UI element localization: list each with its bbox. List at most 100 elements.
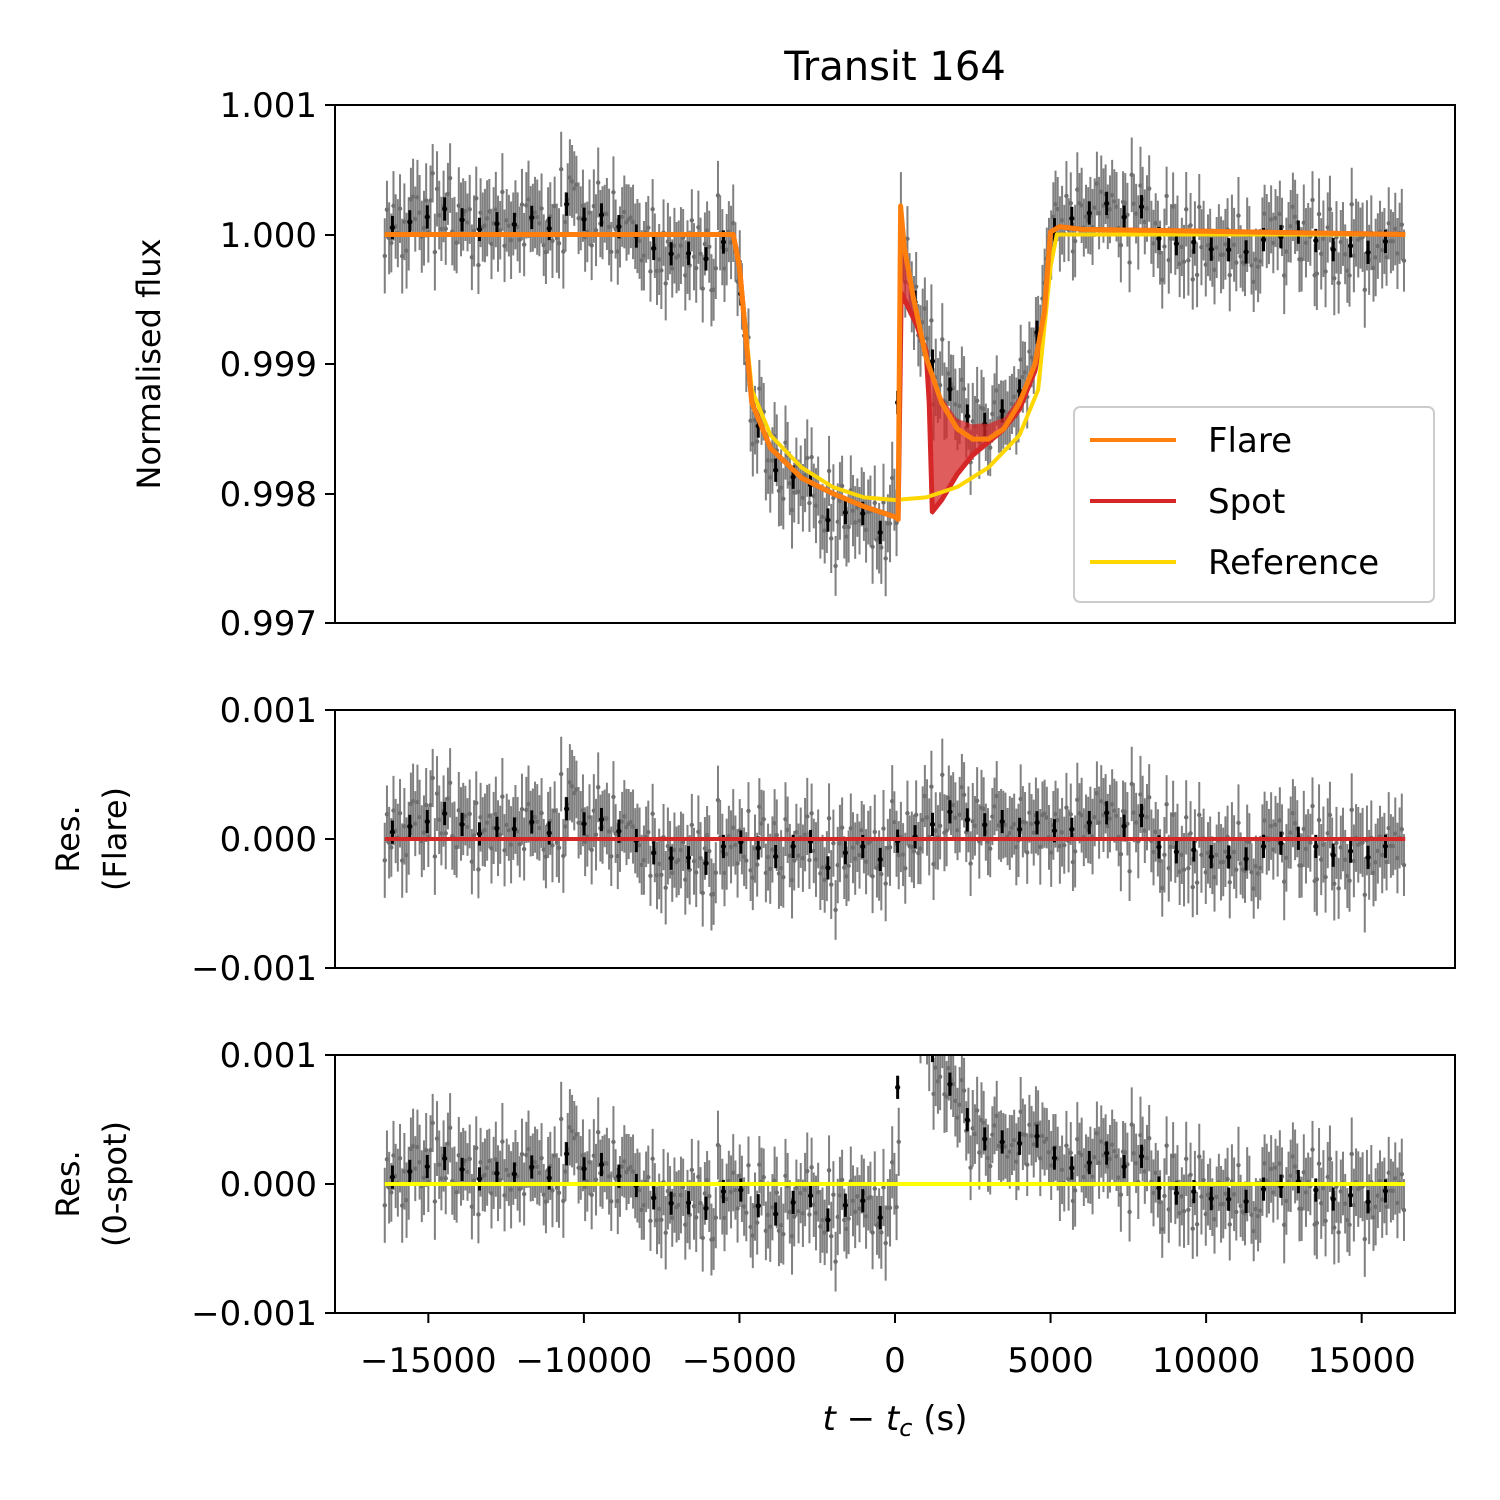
data-point: [1133, 1161, 1139, 1166]
data-point: [863, 527, 869, 533]
data-point: [929, 1007, 933, 1011]
data-point: [770, 1205, 775, 1210]
data-point: [1321, 842, 1326, 847]
data-point: [1131, 1151, 1137, 1156]
data-point: [430, 171, 435, 176]
data-point: [1234, 260, 1239, 265]
data-point: [733, 842, 738, 848]
data-point: [1223, 242, 1228, 247]
data-point: [467, 811, 472, 817]
data-point: [1118, 1192, 1124, 1197]
data-point: [1401, 862, 1407, 868]
data-point: [846, 1216, 851, 1221]
data-point: [748, 418, 753, 423]
data-point: [1258, 865, 1263, 871]
data-point: [1186, 258, 1191, 263]
data-point: [432, 249, 438, 255]
data-point: [1262, 1161, 1267, 1166]
data-point: [826, 468, 832, 474]
data-point: [839, 483, 845, 489]
data-point: [421, 225, 427, 231]
data-point: [1062, 842, 1067, 848]
data-point: [1096, 210, 1102, 216]
data-point: [1133, 211, 1139, 216]
data-point: [940, 1030, 944, 1034]
data-point: [744, 858, 749, 863]
data-point: [842, 865, 847, 870]
data-point: [506, 223, 512, 228]
data-point: [923, 994, 927, 998]
data-point: [783, 440, 788, 445]
data-point: [1282, 1222, 1287, 1228]
data-point: [463, 813, 468, 818]
data-point: [715, 193, 721, 198]
data-point: [519, 202, 525, 207]
binned-point: [407, 823, 413, 830]
data-point: [848, 826, 854, 831]
data-point: [1277, 211, 1283, 217]
data-point: [689, 822, 695, 828]
data-point: [1316, 211, 1322, 217]
data-point: [648, 1218, 653, 1223]
binned-point: [790, 1199, 796, 1206]
binned-point: [1278, 840, 1284, 846]
data-point: [1153, 1170, 1158, 1176]
data-point: [1268, 217, 1274, 222]
data-point: [835, 519, 840, 524]
data-point: [990, 814, 995, 819]
data-point: [813, 1210, 819, 1216]
data-point: [702, 846, 708, 851]
data-point: [835, 1214, 840, 1220]
data-point: [781, 496, 786, 501]
data-point: [539, 206, 544, 211]
x-tick-label: 15000: [1308, 1341, 1416, 1381]
bottom-plot-area: [382, 923, 1407, 1292]
data-point: [1197, 204, 1202, 210]
data-point: [561, 1198, 566, 1204]
data-point: [417, 814, 422, 820]
data-point: [731, 825, 736, 830]
data-point: [447, 1125, 453, 1130]
binned-point: [1348, 848, 1354, 854]
data-point: [1332, 276, 1337, 281]
data-point: [1138, 792, 1143, 797]
binned-point: [1382, 1188, 1389, 1194]
data-point: [628, 215, 634, 220]
data-point: [1083, 1164, 1089, 1169]
data-point: [1114, 1154, 1119, 1159]
data-point: [905, 923, 909, 927]
data-point: [707, 244, 712, 249]
data-point: [855, 840, 860, 846]
data-point: [700, 286, 705, 291]
data-point: [778, 485, 784, 490]
data-point: [541, 1192, 546, 1197]
data-point: [1038, 1156, 1043, 1161]
data-point: [619, 819, 625, 824]
legend-label-flare: Flare: [1208, 421, 1292, 461]
data-point: [757, 804, 762, 809]
data-point: [389, 1190, 394, 1195]
data-point: [870, 1230, 875, 1235]
data-point: [929, 318, 934, 323]
data-point: [622, 1159, 627, 1164]
data-point: [839, 1177, 845, 1183]
data-point: [1347, 878, 1352, 883]
data-point: [489, 1191, 494, 1196]
data-point: [574, 787, 579, 792]
data-point: [417, 1159, 422, 1165]
data-point: [402, 824, 407, 829]
binned-point: [947, 1081, 953, 1087]
data-point: [391, 808, 396, 813]
binned-point: [982, 1136, 988, 1142]
data-point: [384, 1157, 390, 1162]
data-point: [1129, 172, 1134, 178]
data-point: [1090, 1174, 1095, 1179]
data-point: [1105, 214, 1111, 220]
legend-label-reference: Reference: [1208, 543, 1379, 583]
data-point: [561, 853, 566, 859]
data-point: [1179, 1194, 1185, 1199]
data-point: [922, 306, 928, 311]
data-point: [994, 388, 999, 393]
data-point: [1253, 864, 1259, 869]
data-point: [1308, 840, 1313, 845]
